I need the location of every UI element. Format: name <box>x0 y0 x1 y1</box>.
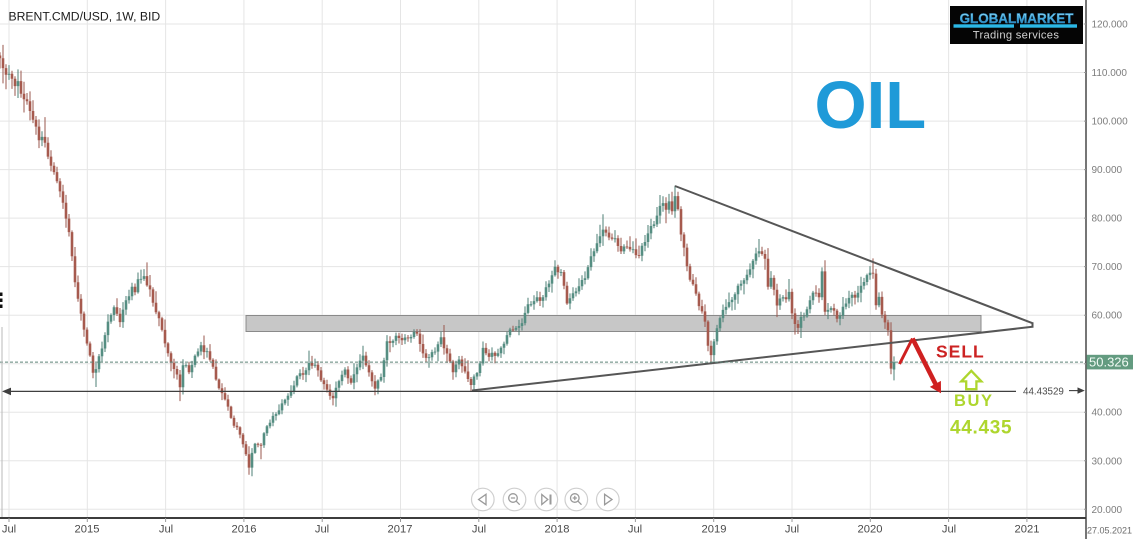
svg-text:SELL: SELL <box>936 342 985 362</box>
svg-text:2017: 2017 <box>388 524 413 536</box>
svg-text:44.435: 44.435 <box>950 418 1012 439</box>
svg-text:2020: 2020 <box>858 524 883 536</box>
svg-text:27.05.2021: 27.05.2021 <box>1087 526 1132 536</box>
svg-text:80.000: 80.000 <box>1092 214 1123 225</box>
svg-text:60.000: 60.000 <box>1092 311 1123 322</box>
svg-text:Jul: Jul <box>942 524 956 536</box>
svg-text:2015: 2015 <box>75 524 100 536</box>
svg-text:120.000: 120.000 <box>1092 20 1129 31</box>
svg-text:20.000: 20.000 <box>1092 505 1123 516</box>
svg-text:OIL: OIL <box>815 68 927 143</box>
svg-text:50.326: 50.326 <box>1089 354 1129 369</box>
svg-text:BUY: BUY <box>954 392 994 410</box>
svg-text:Trading services: Trading services <box>973 30 1060 42</box>
svg-text:70.000: 70.000 <box>1092 262 1123 273</box>
svg-text:Jul: Jul <box>472 524 486 536</box>
svg-text:GLOBALMARKET: GLOBALMARKET <box>960 11 1075 26</box>
svg-text:40.000: 40.000 <box>1092 408 1123 419</box>
svg-text:30.000: 30.000 <box>1092 456 1123 467</box>
svg-text:Jul: Jul <box>628 524 642 536</box>
svg-text:2019: 2019 <box>702 524 727 536</box>
svg-text:2021: 2021 <box>1015 524 1040 536</box>
svg-text:Jul: Jul <box>2 524 16 536</box>
svg-text:Jul: Jul <box>315 524 329 536</box>
svg-text:Jul: Jul <box>159 524 173 536</box>
svg-text:90.000: 90.000 <box>1092 165 1123 176</box>
svg-text:2018: 2018 <box>545 524 570 536</box>
svg-text:100.000: 100.000 <box>1092 117 1129 128</box>
svg-text:2016: 2016 <box>232 524 257 536</box>
svg-text:110.000: 110.000 <box>1092 68 1128 79</box>
svg-text:Jul: Jul <box>785 524 799 536</box>
svg-text:44.43529: 44.43529 <box>1023 387 1064 398</box>
svg-text:BRENT.CMD/USD, 1W, BID: BRENT.CMD/USD, 1W, BID <box>9 10 161 24</box>
